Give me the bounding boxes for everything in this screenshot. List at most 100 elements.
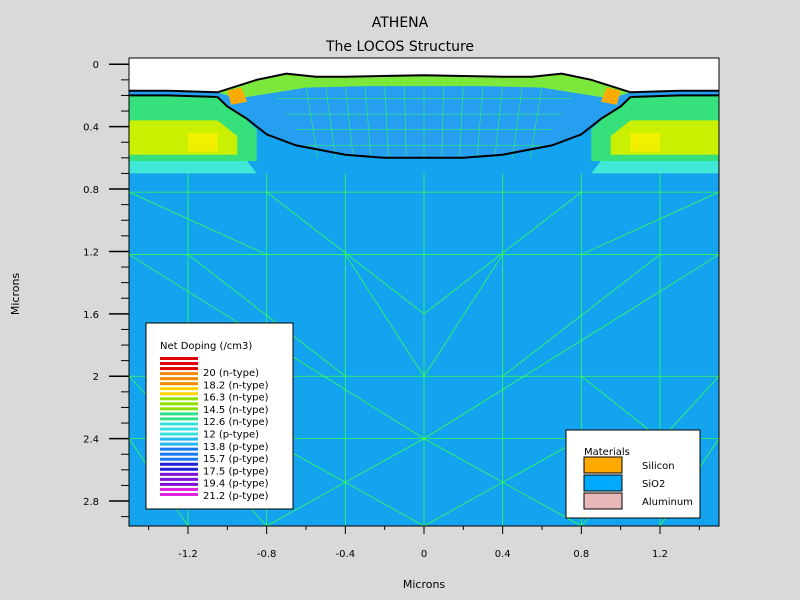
doping-legend-entry: 15.7 (p-type) <box>203 454 269 465</box>
doping-legend-entry: 19.4 (p-type) <box>203 479 269 490</box>
doped-peak-right <box>630 132 660 152</box>
x-tick-label: -0.8 <box>257 549 277 560</box>
doped-tail-right <box>591 161 719 174</box>
doping-legend-entry: 17.5 (p-type) <box>203 466 269 477</box>
doped-core-right <box>610 120 719 155</box>
mesh-line <box>423 254 720 439</box>
x-axis-label: Microns <box>403 578 446 591</box>
mesh-line <box>423 438 582 527</box>
mesh-line <box>494 86 503 158</box>
doping-color-swatch <box>160 362 198 366</box>
mesh-line <box>344 254 425 377</box>
y-tick-label: 1.6 <box>83 310 99 321</box>
y-tick-label: 2.4 <box>83 435 99 446</box>
x-tick-label: 0.4 <box>495 549 511 560</box>
mesh-line <box>266 438 425 527</box>
x-tick-label: 1.2 <box>652 549 668 560</box>
doped-tail-left <box>129 161 257 174</box>
doping-color-swatch <box>160 367 198 371</box>
doping-color-swatch <box>160 437 198 441</box>
mesh-line <box>266 191 425 315</box>
doping-color-swatch <box>160 467 198 471</box>
chart-title: ATHENA <box>372 15 429 31</box>
mesh-line <box>305 86 319 158</box>
mesh-line <box>187 254 346 377</box>
mesh-line <box>459 86 464 158</box>
materials-legend-title: Materials <box>584 447 630 458</box>
y-axis: 0 0.4 0.8 1.2 1.6 2 2.4 2.8 <box>83 60 129 518</box>
x-tick-label: 0.8 <box>573 549 589 560</box>
mesh-line <box>512 86 523 158</box>
x-tick-label: 0 <box>421 549 427 560</box>
x-tick-label: -0.4 <box>336 549 356 560</box>
doping-color-swatch <box>160 482 198 486</box>
material-swatch <box>583 474 623 492</box>
doping-color-swatch <box>160 412 198 416</box>
doping-color-swatch <box>160 397 198 401</box>
doping-color-swatch <box>160 402 198 406</box>
material-swatch <box>583 492 623 510</box>
doping-color-swatch <box>160 382 198 386</box>
doping-legend-entry: 14.5 (n-type) <box>203 405 269 416</box>
doping-color-swatch <box>160 442 198 446</box>
doping-legend-entry: 12 (p-type) <box>203 430 259 441</box>
doping-color-swatch <box>160 357 198 360</box>
y-tick-label: 0 <box>93 60 99 71</box>
doping-legend-entry: 21.2 (p-type) <box>203 491 269 502</box>
doping-legend-title: Net Doping (/cm3) <box>160 341 252 352</box>
doping-color-swatch <box>160 392 198 396</box>
mesh-line <box>384 86 389 158</box>
doping-color-swatch <box>160 377 198 381</box>
doping-color-swatch <box>160 432 198 436</box>
doped-peak-left <box>188 132 218 152</box>
doping-color-swatch <box>160 372 198 376</box>
doping-legend: Net Doping (/cm3) 20 (n-type)18.2 (n-typ… <box>145 322 294 510</box>
materials-legend: Materials Silicon SiO2 Aluminum <box>565 429 701 519</box>
mesh-line <box>364 86 372 158</box>
y-tick-label: 2 <box>93 372 99 383</box>
doping-color-swatch <box>160 487 198 491</box>
doping-color-swatch <box>160 457 198 461</box>
doping-color-swatch <box>160 477 198 481</box>
doping-color-swatch <box>160 492 198 496</box>
doping-legend-entry: 16.3 (n-type) <box>203 393 269 404</box>
y-tick-label: 1.2 <box>83 247 99 258</box>
y-tick-label: 0.8 <box>83 185 99 196</box>
mesh-line <box>502 254 661 377</box>
doping-color-swatch <box>160 462 198 466</box>
mesh-line <box>581 375 661 439</box>
mesh-line <box>404 86 407 158</box>
x-axis: -1.2 -0.8 -0.4 0 0.4 0.8 1.2 <box>148 526 700 560</box>
mesh-line <box>476 86 484 158</box>
doping-color-swatch <box>160 417 198 421</box>
oxide-silicon-boundary <box>129 94 719 159</box>
surface-boundary <box>129 72 719 94</box>
material-legend-entry: Silicon <box>642 461 675 472</box>
mesh-line <box>345 86 354 158</box>
doped-core-left <box>129 120 238 155</box>
doping-color-swatch <box>160 422 198 426</box>
material-swatch <box>583 456 623 474</box>
beak-tip-left <box>227 87 247 105</box>
doping-legend-entry: 18.2 (n-type) <box>203 380 269 391</box>
mesh-line <box>529 86 543 158</box>
beak-tip-right <box>601 87 621 105</box>
mesh-line <box>128 191 267 255</box>
mesh-line <box>423 191 582 315</box>
material-legend-entry: SiO2 <box>642 479 665 490</box>
y-tick-label: 2.8 <box>83 497 99 508</box>
doping-color-swatch <box>160 447 198 451</box>
doping-color-swatch <box>160 472 198 476</box>
material-legend-entry: Aluminum <box>642 497 693 508</box>
doping-color-swatch <box>160 387 198 391</box>
mesh-line <box>325 86 336 158</box>
doping-legend-entry: 12.6 (n-type) <box>203 417 269 428</box>
y-tick-label: 0.4 <box>83 123 99 134</box>
x-tick-label: -1.2 <box>178 549 198 560</box>
y-axis-label: Microns <box>9 273 22 316</box>
doping-color-swatch <box>160 452 198 456</box>
doping-legend-entry: 20 (n-type) <box>203 368 259 379</box>
doping-color-swatch <box>160 427 198 431</box>
doping-legend-entry: 13.8 (p-type) <box>203 442 269 453</box>
mesh-line <box>581 191 720 255</box>
